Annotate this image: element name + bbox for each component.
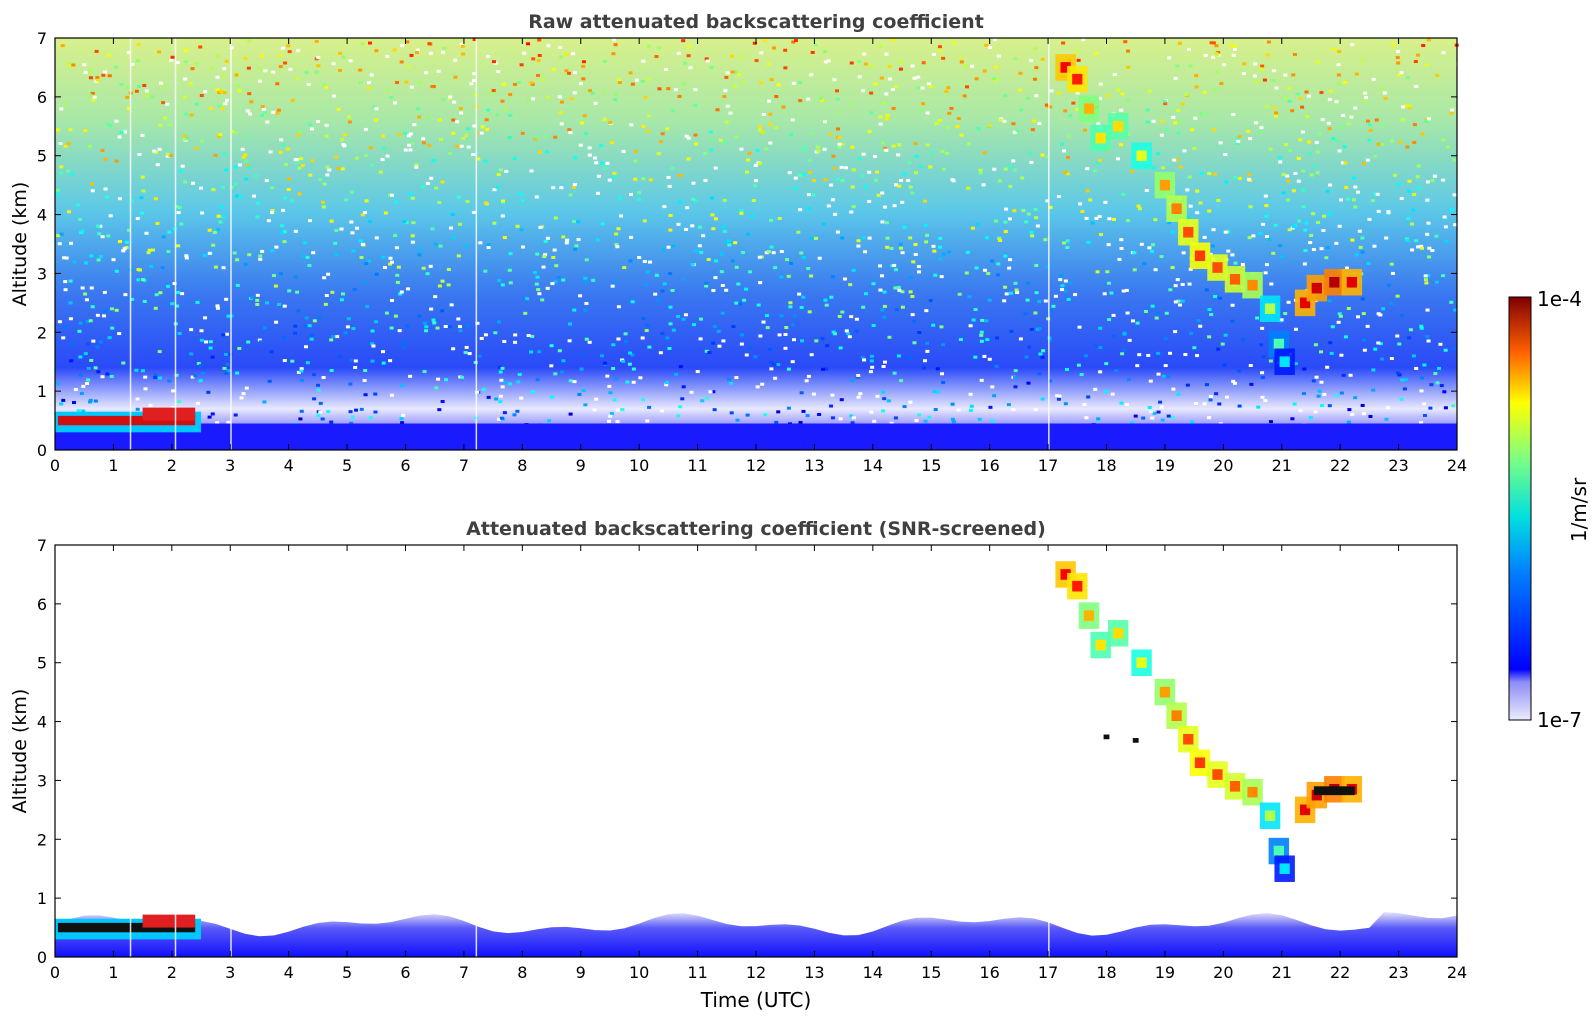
colorbar-label: 1/m/sr [1567, 477, 1591, 542]
x-tick-label: 6 [400, 456, 410, 475]
x-tick-label: 12 [746, 456, 766, 475]
colorbar-gradient [1508, 296, 1532, 721]
screened-background [55, 545, 1457, 957]
x-tick-label: 24 [1447, 963, 1467, 982]
x-tick-label: 3 [225, 456, 235, 475]
raw-x-axis-ticks: 0 1 2 3 4 5 6 7 8 9 10 11 12 13 14 15 16 17 18 19 20 21 22 23 24 [50, 38, 1467, 475]
screened-x-axis-ticks: 0 1 2 3 4 5 6 7 8 9 10 11 12 13 14 15 16 17 18 19 20 21 22 23 24 [50, 545, 1467, 982]
x-tick-label: 17 [1038, 963, 1058, 982]
x-tick-label: 22 [1330, 456, 1350, 475]
y-tick-label: 3 [37, 264, 47, 283]
y-tick-label: 6 [37, 88, 47, 107]
raw-y-axis-ticks: 0 1 2 3 4 5 6 7 [37, 29, 1457, 460]
x-tick-label: 11 [687, 456, 707, 475]
x-tick-label: 20 [1213, 456, 1233, 475]
raw-elevated-cloud [1055, 54, 1363, 375]
y-tick-label: 7 [37, 536, 47, 555]
x-axis-label: Time (UTC) [700, 988, 812, 1012]
x-tick-label: 5 [342, 963, 352, 982]
x-tick-label: 0 [50, 963, 60, 982]
colorbar-max-label: 1e-4 [1537, 287, 1582, 311]
x-tick-label: 17 [1038, 456, 1058, 475]
raw-y-axis-label: Altitude (km) [9, 182, 31, 307]
x-tick-label: 19 [1155, 963, 1175, 982]
x-tick-label: 6 [400, 963, 410, 982]
y-tick-label: 7 [37, 29, 47, 48]
x-tick-label: 19 [1155, 456, 1175, 475]
x-tick-label: 5 [342, 456, 352, 475]
colorbar: 1e-4 1e-7 1/m/sr [1508, 287, 1591, 732]
x-tick-label: 21 [1272, 456, 1292, 475]
colorbar-min-label: 1e-7 [1537, 708, 1582, 732]
y-tick-label: 0 [37, 441, 47, 460]
x-tick-label: 9 [576, 963, 586, 982]
screened-boundary-layer [55, 912, 1457, 957]
y-tick-label: 4 [37, 713, 47, 732]
x-tick-label: 11 [687, 963, 707, 982]
raw-background-signal [55, 38, 1457, 450]
x-tick-label: 0 [50, 456, 60, 475]
x-tick-label: 15 [921, 456, 941, 475]
raw-backscatter-panel: 0 1 2 3 4 5 6 7 8 9 10 11 12 13 14 15 16 17 18 19 20 21 22 23 24… [9, 11, 1467, 475]
y-tick-label: 5 [37, 147, 47, 166]
x-tick-label: 14 [863, 963, 883, 982]
x-tick-label: 24 [1447, 456, 1467, 475]
x-tick-label: 7 [459, 456, 469, 475]
x-tick-label: 10 [629, 456, 649, 475]
x-tick-label: 16 [979, 456, 999, 475]
x-tick-label: 18 [1096, 963, 1116, 982]
screened-backscatter-heatmap [55, 545, 1457, 957]
x-tick-label: 12 [746, 963, 766, 982]
y-tick-label: 2 [37, 323, 47, 342]
screened-y-axis-ticks: 0 1 2 3 4 5 6 7 [37, 536, 1457, 967]
x-tick-label: 23 [1388, 456, 1408, 475]
x-tick-label: 2 [167, 963, 177, 982]
x-tick-label: 9 [576, 456, 586, 475]
x-tick-label: 8 [517, 963, 527, 982]
screened-low-cloud [55, 914, 202, 940]
y-tick-label: 2 [37, 830, 47, 849]
x-tick-label: 22 [1330, 963, 1350, 982]
x-tick-label: 2 [167, 456, 177, 475]
x-tick-label: 13 [804, 963, 824, 982]
x-tick-label: 14 [863, 456, 883, 475]
y-tick-label: 1 [37, 889, 47, 908]
raw-chart-title: Raw attenuated backscattering coefficien… [528, 11, 984, 33]
y-tick-label: 4 [37, 206, 47, 225]
x-tick-label: 18 [1096, 456, 1116, 475]
x-tick-label: 20 [1213, 963, 1233, 982]
x-tick-label: 1 [108, 456, 118, 475]
screened-chart-title: Attenuated backscattering coefficient (S… [466, 518, 1046, 540]
raw-backscatter-heatmap [55, 38, 1461, 450]
y-tick-label: 0 [37, 948, 47, 967]
screened-backscatter-panel: 0 1 2 3 4 5 6 7 8 9 10 11 12 13 14 15 16 17 18 19 20 21 22 23 24… [9, 518, 1467, 1012]
x-tick-label: 21 [1272, 963, 1292, 982]
x-tick-label: 4 [284, 456, 294, 475]
raw-low-cloud [55, 407, 202, 433]
x-tick-label: 23 [1388, 963, 1408, 982]
x-tick-label: 1 [108, 963, 118, 982]
x-tick-label: 16 [979, 963, 999, 982]
x-tick-label: 13 [804, 456, 824, 475]
x-tick-label: 4 [284, 963, 294, 982]
raw-noise-speckle [55, 38, 1461, 430]
y-tick-label: 3 [37, 771, 47, 790]
y-tick-label: 1 [37, 382, 47, 401]
x-tick-label: 15 [921, 963, 941, 982]
y-tick-label: 6 [37, 595, 47, 614]
x-tick-label: 3 [225, 963, 235, 982]
x-tick-label: 10 [629, 963, 649, 982]
x-tick-label: 8 [517, 456, 527, 475]
screened-elevated-cloud [1055, 561, 1363, 882]
screened-y-axis-label: Altitude (km) [9, 689, 31, 814]
y-tick-label: 5 [37, 654, 47, 673]
x-tick-label: 7 [459, 963, 469, 982]
